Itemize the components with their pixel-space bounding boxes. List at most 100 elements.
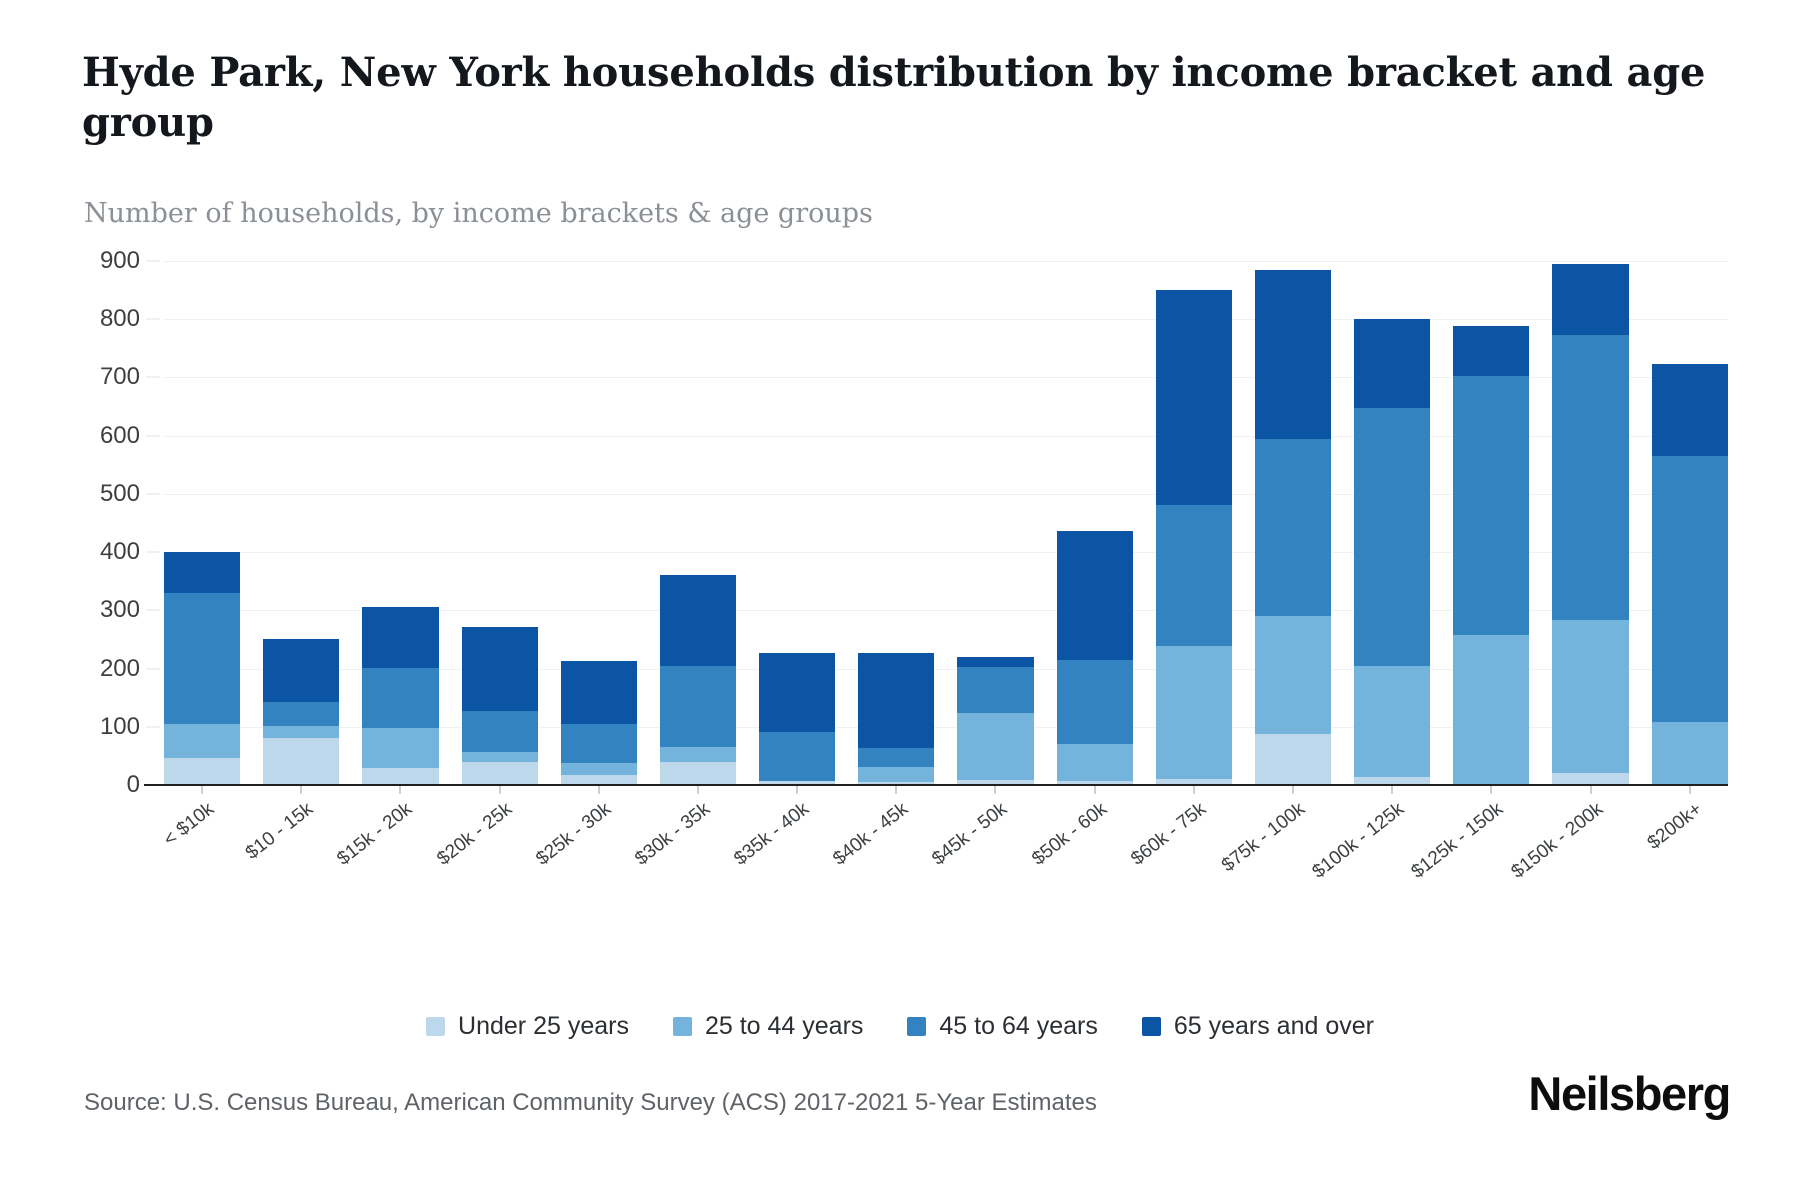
bar-segment[interactable] xyxy=(263,738,340,785)
bar-segment[interactable] xyxy=(858,781,935,785)
bar-segment[interactable] xyxy=(1254,733,1332,785)
bar-segment[interactable] xyxy=(659,574,737,666)
bar-segment[interactable] xyxy=(1453,634,1530,785)
bar-segment[interactable] xyxy=(1056,659,1133,745)
gridline xyxy=(164,552,1728,554)
bar-column[interactable]: $200k+ xyxy=(1643,261,1728,854)
x-axis-tick xyxy=(1689,785,1691,794)
source-note: Source: U.S. Census Bureau, American Com… xyxy=(84,1089,1097,1116)
bar-segment[interactable] xyxy=(362,727,439,769)
bar-segment[interactable] xyxy=(1155,778,1232,785)
x-axis-tick xyxy=(598,785,600,794)
bar-segment[interactable] xyxy=(1155,646,1232,779)
bar-segment[interactable] xyxy=(263,639,340,702)
bar-segment[interactable] xyxy=(1552,773,1629,785)
bar-segment[interactable] xyxy=(1056,780,1133,785)
y-axis-tick-label: 100 xyxy=(99,712,140,740)
legend-item[interactable]: 25 to 44 years xyxy=(672,1012,863,1041)
x-axis-tick-label-text: $150k - 200k xyxy=(1507,798,1607,883)
bar-segment[interactable] xyxy=(164,552,241,593)
bar-segment[interactable] xyxy=(461,711,538,752)
bar-column[interactable]: $100k - 125k xyxy=(1309,261,1431,883)
bar-segment[interactable] xyxy=(560,763,637,776)
bar-column[interactable]: $15k - 20k xyxy=(334,261,439,870)
bar-column[interactable]: $45k - 50k xyxy=(929,261,1034,870)
bar-segment[interactable] xyxy=(659,761,737,785)
bar-segment[interactable] xyxy=(362,607,439,668)
bar-group: < $10k $10 - 15k $15k - 20k $20k - 25k $25k … xyxy=(160,261,1728,883)
bar-segment[interactable] xyxy=(461,626,538,712)
bar-segment[interactable] xyxy=(560,661,637,724)
bar-segment[interactable] xyxy=(659,747,737,762)
gridline xyxy=(164,610,1728,612)
bar-segment[interactable] xyxy=(1354,776,1431,785)
bar-column[interactable]: $10 - 15k xyxy=(242,261,340,864)
y-axis-tick-label: 500 xyxy=(99,479,140,507)
bar-column[interactable]: $60k - 75k xyxy=(1127,261,1232,870)
x-axis-tick-label-text: $75k - 100k xyxy=(1217,798,1310,877)
bar-column[interactable]: $125k - 150k xyxy=(1408,261,1530,883)
bar-segment[interactable] xyxy=(1254,439,1332,617)
x-axis-tick xyxy=(895,785,897,794)
bar-segment[interactable] xyxy=(1354,408,1431,667)
bar-segment[interactable] xyxy=(362,768,439,785)
bar-column[interactable]: $35k - 40k xyxy=(730,261,836,870)
bar-segment[interactable] xyxy=(461,751,538,763)
bar-segment[interactable] xyxy=(1056,744,1133,781)
bar-segment[interactable] xyxy=(560,775,637,785)
bar-segment[interactable] xyxy=(461,762,538,785)
bar-column[interactable]: $30k - 35k xyxy=(631,261,737,870)
legend-item[interactable]: 65 years and over xyxy=(1141,1012,1374,1041)
bar-segment[interactable] xyxy=(1354,666,1431,777)
bar-segment[interactable] xyxy=(263,725,340,739)
y-tick-dash xyxy=(146,493,160,495)
bar-segment[interactable] xyxy=(759,780,836,785)
bar-segment[interactable] xyxy=(858,653,935,749)
bar-segment[interactable] xyxy=(1651,456,1728,723)
bar-segment[interactable] xyxy=(164,758,241,785)
legend-item[interactable]: 45 to 64 years xyxy=(907,1012,1098,1041)
x-axis-tick xyxy=(499,785,501,794)
bar-segment[interactable] xyxy=(759,732,836,781)
bar-segment[interactable] xyxy=(1453,326,1530,377)
bar-segment[interactable] xyxy=(1155,289,1232,505)
bar-segment[interactable] xyxy=(164,592,241,725)
bar-segment[interactable] xyxy=(1155,504,1232,647)
legend-item[interactable]: Under 25 years xyxy=(426,1012,629,1041)
bar-segment[interactable] xyxy=(1552,263,1629,335)
bar-segment[interactable] xyxy=(957,666,1034,714)
bar-column[interactable]: $150k - 200k xyxy=(1507,261,1629,883)
x-axis-tick xyxy=(1391,785,1393,794)
bar-column[interactable]: $75k - 100k xyxy=(1218,261,1332,876)
bar-segment[interactable] xyxy=(957,656,1034,667)
bar-segment[interactable] xyxy=(858,766,935,782)
y-tick-dash xyxy=(146,609,160,611)
bar-column[interactable]: < $10k xyxy=(160,261,241,851)
y-tick-dash xyxy=(146,260,160,262)
bar-segment[interactable] xyxy=(957,780,1034,785)
bar-column[interactable]: $20k - 25k xyxy=(433,261,538,870)
bar-segment[interactable] xyxy=(263,701,340,726)
bar-segment[interactable] xyxy=(957,713,1034,781)
bar-segment[interactable] xyxy=(1552,334,1629,620)
page-subtitle: Number of households, by income brackets… xyxy=(84,198,873,229)
bar-segment[interactable] xyxy=(1651,364,1728,457)
bar-segment[interactable] xyxy=(560,723,637,764)
bar-segment[interactable] xyxy=(759,652,836,733)
bar-column[interactable]: $40k - 45k xyxy=(830,261,935,870)
bar-segment[interactable] xyxy=(1651,722,1728,785)
bar-segment[interactable] xyxy=(1056,530,1133,660)
bar-segment[interactable] xyxy=(1354,319,1431,409)
bar-segment[interactable] xyxy=(1254,616,1332,734)
bar-segment[interactable] xyxy=(1453,376,1530,635)
bar-segment[interactable] xyxy=(659,665,737,748)
y-tick-dash xyxy=(146,435,160,437)
bar-segment[interactable] xyxy=(1254,269,1332,440)
bar-column[interactable]: $25k - 30k xyxy=(532,261,637,870)
bar-segment[interactable] xyxy=(1552,619,1629,774)
bar-segment[interactable] xyxy=(164,724,241,759)
x-axis-tick-label-text: $20k - 25k xyxy=(432,798,516,870)
bar-segment[interactable] xyxy=(362,667,439,728)
bar-column[interactable]: $50k - 60k xyxy=(1028,261,1133,870)
bar-segment[interactable] xyxy=(858,748,935,767)
